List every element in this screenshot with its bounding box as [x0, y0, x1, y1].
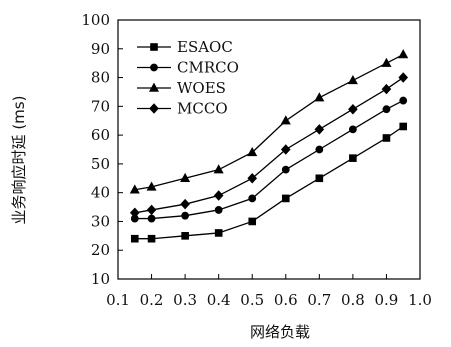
legend-label: MCCO — [177, 100, 228, 118]
data-point-cmrco — [315, 145, 324, 154]
x-tick-label: 0.2 — [140, 291, 164, 309]
data-point-mcco — [247, 173, 258, 184]
data-point-woes — [247, 146, 258, 157]
data-point-esaoc — [281, 194, 290, 203]
legend: ESAOC CMRCO WOES MCCO — [137, 38, 239, 118]
data-point-mcco — [146, 204, 157, 216]
legend-item-cmrco: CMRCO — [137, 59, 239, 77]
data-point-esaoc — [399, 122, 408, 131]
data-point-woes — [314, 92, 325, 102]
legend-marker-circle — [150, 63, 158, 72]
x-axis-title: 网络负载 — [250, 323, 310, 341]
y-tick-label: 60 — [91, 126, 110, 144]
data-point-cmrco — [382, 105, 391, 114]
data-point-esaoc — [382, 134, 391, 142]
data-point-esaoc — [130, 234, 139, 243]
series-layer — [129, 49, 409, 243]
x-tick-label: 0.9 — [375, 291, 399, 309]
data-point-mcco — [314, 124, 325, 135]
x-tick-label: 0.8 — [341, 291, 365, 309]
x-tick-label: 0.7 — [307, 291, 331, 309]
series-woes — [129, 49, 409, 194]
data-point-mcco — [213, 190, 224, 201]
series-line-woes — [134, 53, 404, 191]
data-point-cmrco — [399, 96, 408, 105]
x-tick-label: 0.1 — [106, 291, 130, 309]
data-point-mcco — [398, 72, 409, 83]
legend-item-esaoc: ESAOC — [137, 38, 233, 56]
data-point-woes — [381, 57, 392, 67]
y-tick-label: 80 — [91, 69, 110, 87]
x-tick-label: 1.0 — [408, 291, 432, 309]
data-point-woes — [280, 115, 291, 125]
data-point-esaoc — [181, 232, 189, 240]
x-tick-label: 0.3 — [173, 291, 197, 309]
legend-marker-square — [150, 43, 158, 51]
data-point-esaoc — [214, 229, 223, 237]
axes: 10 20 30 40 50 60 70 80 90 100 0.1 0.2 0.3 0.4 0.5 0.6 0… — [81, 11, 432, 309]
data-point-esaoc — [248, 217, 257, 226]
legend-label: ESAOC — [177, 38, 233, 56]
data-point-mcco — [180, 198, 190, 210]
data-point-woes — [129, 184, 140, 194]
series-mcco — [129, 72, 409, 219]
y-tick-label: 100 — [81, 11, 110, 29]
series-line-cmrco — [134, 99, 404, 220]
y-tick-label: 90 — [91, 40, 110, 58]
series-esaoc — [130, 122, 408, 243]
x-tick-label: 0.5 — [240, 291, 264, 309]
data-point-cmrco — [214, 206, 223, 214]
series-line-mcco — [134, 77, 404, 214]
data-point-woes — [347, 75, 358, 85]
legend-label: CMRCO — [177, 59, 239, 77]
legend-item-mcco: MCCO — [137, 100, 228, 118]
legend-label: WOES — [177, 79, 226, 97]
data-point-woes — [398, 49, 409, 59]
data-point-mcco — [129, 207, 140, 219]
data-point-woes — [180, 172, 191, 182]
data-point-mcco — [280, 144, 291, 155]
series-cmrco — [130, 96, 408, 223]
y-tick-label: 50 — [91, 155, 110, 173]
y-tick-label: 20 — [91, 241, 110, 259]
legend-marker-triangle — [148, 82, 160, 92]
data-point-cmrco — [147, 214, 156, 223]
y-tick-label: 10 — [91, 270, 110, 288]
data-point-cmrco — [248, 194, 257, 203]
data-point-cmrco — [281, 165, 290, 174]
data-point-woes — [146, 181, 157, 191]
data-point-esaoc — [349, 154, 357, 162]
y-tick-label: 30 — [91, 212, 110, 230]
data-point-woes — [213, 164, 224, 174]
x-tick-label: 0.6 — [274, 291, 298, 309]
x-tick-label: 0.4 — [207, 291, 231, 309]
data-point-cmrco — [181, 211, 190, 220]
y-axis-title: 业务响应时延 (ms) — [10, 96, 28, 225]
y-tick-label: 70 — [91, 97, 110, 115]
data-point-esaoc — [147, 234, 156, 243]
y-tick-label: 40 — [91, 184, 110, 202]
plot-frame — [117, 19, 421, 280]
series-line-esaoc — [134, 125, 404, 240]
data-point-esaoc — [315, 174, 324, 183]
data-point-mcco — [381, 83, 392, 95]
data-point-cmrco — [348, 125, 357, 134]
legend-item-woes: WOES — [137, 79, 226, 97]
data-point-mcco — [348, 103, 358, 115]
legend-marker-diamond — [149, 103, 159, 114]
